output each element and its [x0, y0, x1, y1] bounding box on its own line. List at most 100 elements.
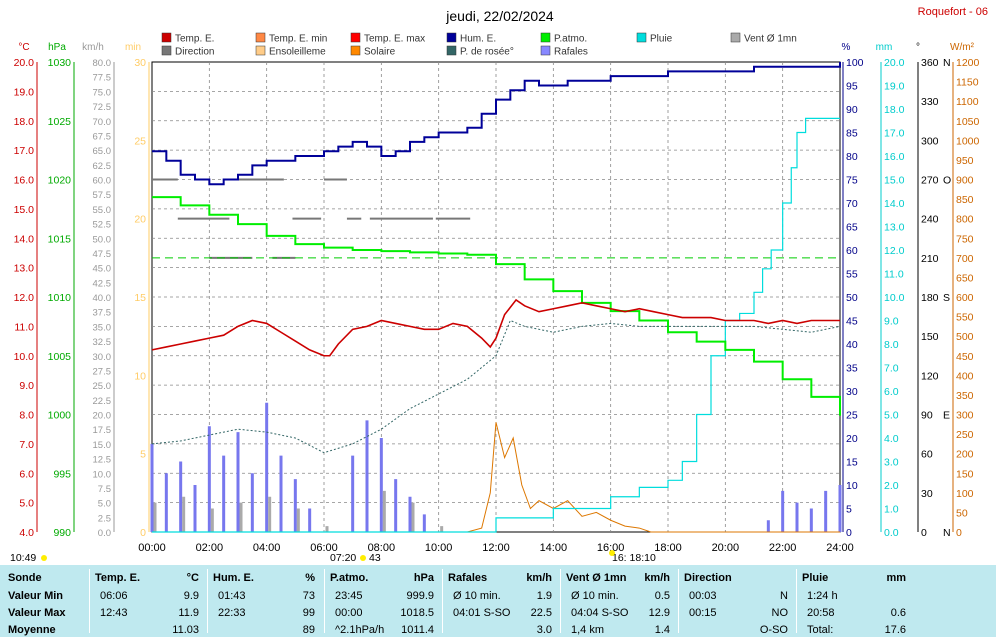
humidity-tick-label: 45	[846, 316, 858, 328]
wind-tick-label: 37.5	[93, 308, 112, 319]
x-tick-label: 24:00	[826, 542, 854, 554]
legend-swatch	[540, 45, 551, 56]
sun-dot	[41, 555, 47, 561]
rain-tick-label: 18.0	[884, 104, 905, 116]
stats-cell-value: O-SO	[759, 624, 788, 636]
wind-tick-label: 80.0	[93, 58, 112, 69]
legend-label: Rafales	[554, 47, 588, 58]
stats-cell-value: 73	[302, 590, 315, 602]
humidity-line	[152, 62, 841, 186]
temp-tick-label: 11.0	[14, 321, 34, 333]
stats-cell-time: 23:45	[335, 590, 363, 602]
temp-axis-unit: °C	[18, 42, 29, 53]
wind-tick-label: 20.0	[93, 411, 112, 422]
solar-tick-label: 1000	[956, 135, 980, 147]
sunshine-tick-label: 15	[134, 292, 146, 304]
x-tick-label: 20:00	[712, 542, 740, 554]
legend-label: Ensoleilleme	[269, 47, 326, 58]
stats-cell-value: 0.5	[654, 590, 670, 602]
station-name: Roquefort - 06	[918, 6, 988, 18]
temp-tick-label: 17.0	[14, 145, 35, 157]
temp-tick-label: 20.0	[14, 57, 35, 69]
stats-col-header: Temp. E.	[95, 572, 141, 584]
rain-tick-label: 4.0	[884, 433, 899, 445]
pressure-tick-label: 1000	[48, 410, 72, 422]
humidity-tick-label: 65	[846, 222, 858, 234]
solar-tick-label: 0	[956, 527, 962, 539]
solar-tick-label: 550	[956, 312, 974, 324]
stats-cell-value: 1011.4	[401, 624, 434, 636]
x-tick-label: 18:00	[654, 542, 682, 554]
sunrise-label: 07:20	[330, 552, 356, 564]
legend-swatch	[255, 45, 266, 56]
wind-tick-label: 67.5	[93, 131, 112, 142]
wind-tick-label: 70.0	[93, 117, 112, 128]
wind-tick-label: 40.0	[93, 293, 112, 304]
wind-tick-label: 7.5	[98, 484, 111, 495]
solar-tick-label: 700	[956, 253, 974, 265]
direction-tick-label: 0	[921, 527, 927, 539]
weather-chart: jeudi, 22/02/2024 Roquefort - 06 Temp. E…	[10, 6, 988, 564]
wind-tick-label: 47.5	[93, 249, 112, 260]
legend-swatch	[350, 45, 361, 56]
pressure-tick-label: 990	[53, 527, 71, 539]
dewpoint-line	[151, 319, 841, 454]
temp-tick-label: 4.0	[19, 527, 34, 539]
pressure-tick-label: 995	[53, 468, 71, 480]
humidity-tick-label: 50	[846, 292, 858, 304]
rain-axis-unit: mm	[876, 42, 893, 53]
legend-swatch	[446, 45, 457, 56]
x-tick-label: 10:00	[425, 542, 453, 554]
x-tick-label: 12:00	[482, 542, 510, 554]
plot-area	[150, 61, 842, 533]
stats-cell-time: Ø 10 min.	[453, 590, 501, 602]
sunshine-tick-label: 20	[134, 214, 146, 226]
legend-swatch	[446, 32, 457, 43]
legend-swatch	[255, 32, 266, 43]
rain-tick-label: 16.0	[884, 151, 905, 163]
humidity-tick-label: 10	[846, 480, 858, 492]
wind-tick-label: 0.0	[98, 528, 111, 539]
sunrise-label-b: 43	[369, 552, 381, 564]
wind-tick-label: 12.5	[93, 455, 112, 466]
rain-tick-label: 0.0	[884, 527, 899, 539]
wind-tick-label: 25.0	[93, 381, 112, 392]
stats-col-header: Rafales	[448, 572, 488, 584]
stats-col-unit: hPa	[413, 572, 434, 584]
wind-tick-label: 62.5	[93, 161, 112, 172]
stats-col-header: P.atmo.	[330, 572, 369, 584]
stats-col-unit: %	[305, 572, 315, 584]
stats-col-header: Sonde	[8, 572, 42, 584]
solar-tick-label: 600	[956, 292, 974, 304]
temperature-line	[151, 298, 840, 357]
solar-tick-label: 100	[956, 488, 974, 500]
humidity-tick-label: 85	[846, 128, 858, 140]
wind-tick-label: 75.0	[93, 87, 112, 98]
humidity-tick-label: 25	[846, 410, 858, 422]
stats-cell-value: 3.0	[536, 624, 552, 636]
x-tick-label: 16:00	[597, 542, 625, 554]
stats-cell-time: 04:01 S-SO	[453, 607, 511, 619]
pressure-tick-label: 1030	[48, 57, 72, 69]
legend: Temp. E. Temp. E. min Temp. E. max Hum. E. P…	[161, 32, 797, 58]
humidity-tick-label: 60	[846, 245, 858, 257]
stats-cell-time: 12:43	[100, 607, 128, 619]
stats-cell-time: 00:00	[335, 607, 363, 619]
stats-cell-value: N	[780, 590, 788, 602]
humidity-tick-label: 20	[846, 433, 858, 445]
rain-tick-label: 5.0	[884, 410, 899, 422]
wind-tick-label: 32.5	[93, 337, 112, 348]
direction-axis-unit: °	[916, 42, 920, 53]
stats-table: Sonde Valeur Min Valeur Max Moyenne Temp. E.…	[0, 565, 996, 637]
stats-cell-time: 04:04 S-SO	[571, 607, 629, 619]
humidity-tick-label: 40	[846, 339, 858, 351]
temp-tick-label: 9.0	[19, 380, 34, 392]
stats-cell-value: 9.9	[183, 590, 199, 602]
legend-swatch	[540, 32, 551, 43]
humidity-axis-unit: %	[842, 42, 851, 53]
solar-tick-label: 950	[956, 155, 974, 167]
pressure-tick-label: 1005	[48, 351, 72, 363]
wind-tick-label: 42.5	[93, 278, 112, 289]
direction-tick-label: 330	[921, 96, 939, 108]
legend-swatch	[730, 32, 741, 43]
